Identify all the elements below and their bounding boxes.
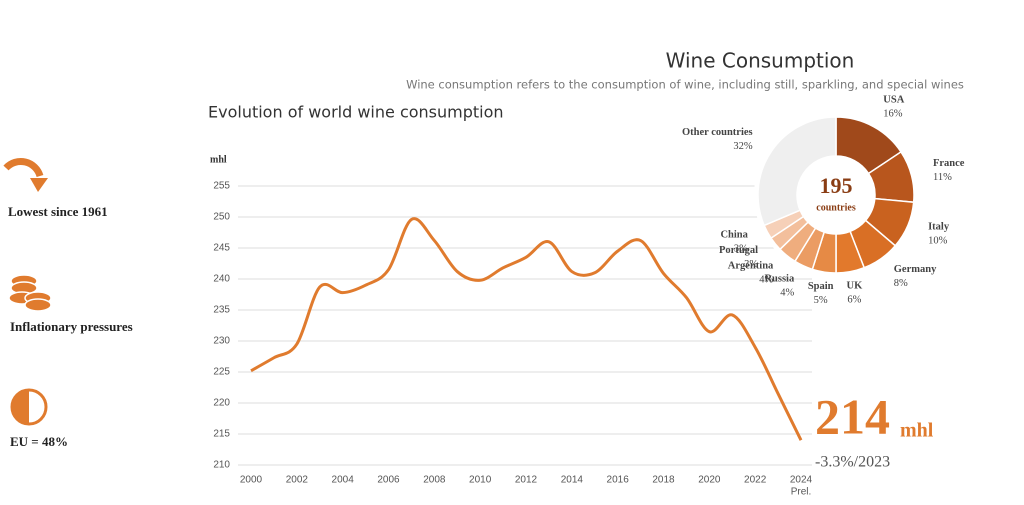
pie-value-label: 16%	[883, 108, 903, 119]
x-tick-label: 2024	[790, 475, 813, 486]
x-tick-label: 2000	[240, 475, 263, 486]
pie-value-label: 4%	[759, 274, 773, 285]
pie-label: UK	[846, 281, 863, 292]
sidebar-label: Inflationary pressures	[10, 319, 133, 334]
y-tick-label: 235	[213, 305, 230, 316]
y-tick-label: 210	[213, 460, 230, 471]
callout-value: 214	[815, 388, 890, 444]
x-tick-note: Prel.	[791, 487, 812, 498]
x-tick-label: 2022	[744, 475, 767, 486]
pie-slice	[757, 116, 837, 227]
x-tick-label: 2014	[561, 475, 584, 486]
x-tick-label: 2004	[332, 475, 355, 486]
pie-label: Spain	[808, 281, 834, 292]
y-tick-label: 220	[213, 398, 230, 409]
callout-change: -3.3%/2023	[815, 454, 890, 471]
chart-title: Evolution of world wine consumption	[208, 103, 504, 122]
callout-unit: mhl	[900, 420, 934, 442]
sidebar-label: EU = 48%	[10, 434, 68, 449]
x-tick-label: 2006	[377, 475, 400, 486]
y-tick-label: 245	[213, 243, 230, 254]
x-tick-label: 2018	[652, 475, 675, 486]
icon-coins	[8, 274, 52, 312]
pie-center-label: countries	[816, 202, 856, 213]
pie-value-label: 32%	[733, 141, 753, 152]
x-tick-label: 2010	[469, 475, 492, 486]
sidebar-label: Lowest since 1961	[8, 204, 108, 219]
pie-label: USA	[883, 94, 904, 105]
pie-value-label: 10%	[928, 235, 948, 246]
y-axis-label: mhl	[210, 154, 227, 165]
icon-arrow	[3, 158, 48, 192]
y-tick-label: 230	[213, 336, 230, 347]
x-tick-label: 2008	[423, 475, 446, 486]
pie-center-value: 195	[820, 173, 853, 198]
pie-value-label: 3%	[734, 244, 748, 255]
pie-value-label: 6%	[847, 295, 861, 306]
x-tick-label: 2012	[515, 475, 538, 486]
pie-label: Italy	[928, 221, 950, 232]
line-series	[250, 217, 803, 441]
page-title: Wine Consumption	[666, 49, 855, 73]
pie-value-label: 3%	[744, 259, 758, 270]
pie-label: Argentina	[728, 260, 774, 271]
pie-value-label: 8%	[894, 278, 908, 289]
pie-label: China	[720, 230, 748, 241]
pie-label: Portugal	[719, 245, 758, 256]
pie-label: Germany	[894, 264, 937, 275]
x-tick-label: 2016	[607, 475, 630, 486]
y-tick-label: 215	[213, 429, 230, 440]
y-tick-label: 240	[213, 274, 230, 285]
pie-value-label: 11%	[933, 172, 952, 183]
x-tick-label: 2002	[286, 475, 309, 486]
y-tick-label: 255	[213, 181, 230, 192]
page-subtitle: Wine consumption refers to the consumpti…	[406, 78, 964, 92]
pie-label: Russia	[764, 273, 795, 284]
pie-label: Other countries	[682, 127, 753, 138]
pie-value-label: 4%	[780, 287, 794, 298]
x-tick-label: 2020	[698, 475, 721, 486]
pie-label: France	[933, 158, 965, 169]
icon-half-circle	[10, 388, 48, 426]
y-tick-label: 250	[213, 212, 230, 223]
y-tick-label: 225	[213, 367, 230, 378]
pie-value-label: 5%	[814, 295, 828, 306]
